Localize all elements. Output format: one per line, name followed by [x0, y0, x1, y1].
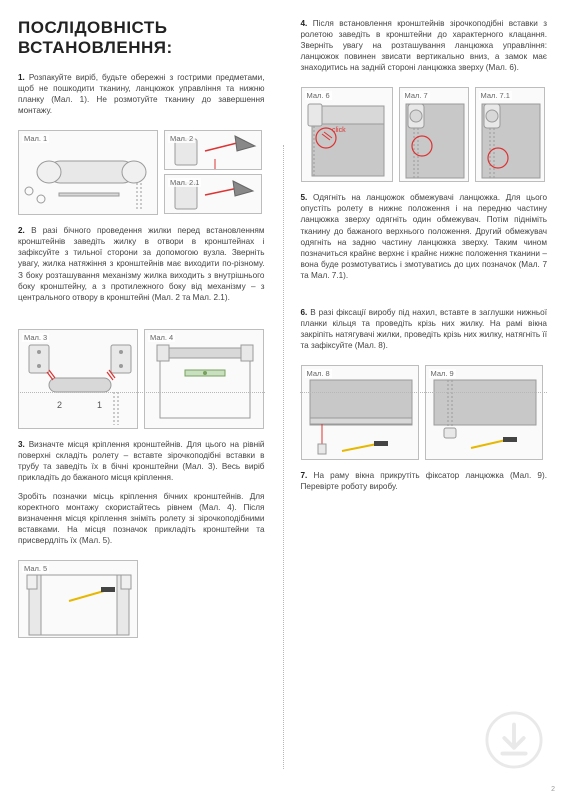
- figure-2: Мал. 2: [164, 130, 262, 170]
- step-3a: 3. Визначте місця кріплення кронштейнів.…: [18, 439, 265, 483]
- fig-label: Мал. 7: [403, 91, 430, 100]
- figure-1: Мал. 1: [18, 130, 158, 215]
- step-1-text: Розпакуйте виріб, будьте обережні з гост…: [18, 73, 265, 115]
- step-7: 7. На раму вікна прикрутіть фіксатор лан…: [301, 470, 548, 492]
- figure-9: Мал. 9: [425, 365, 543, 460]
- step-6-text: В разі фіксації виробу під нахил, вставт…: [301, 308, 548, 350]
- step-3b: Зробіть позначки місць кріплення бічних …: [18, 491, 265, 546]
- fig-label: Мал. 2: [168, 134, 195, 143]
- fig-row-34: Мал. 3 2 1 Мал. 4: [18, 329, 265, 429]
- left-column: ПОСЛІДОВНІСТЬ ВСТАНОВЛЕННЯ: 1. Розпакуйт…: [0, 0, 283, 799]
- fig-row-89: Мал. 8 Мал. 9: [301, 365, 548, 460]
- fig-row-5: Мал. 5: [18, 560, 265, 638]
- svg-text:1: 1: [97, 400, 102, 410]
- horizontal-divider-left: [18, 392, 265, 393]
- step-2: 2. В разі бічного проведення жилки перед…: [18, 225, 265, 302]
- fig-col-2: Мал. 2 Мал. 2.1: [164, 130, 262, 215]
- step-4: 4. Після встановлення кронштейнів зірочк…: [301, 18, 548, 73]
- figure-2-1: Мал. 2.1: [164, 174, 262, 214]
- step-6: 6. В разі фіксації виробу під нахил, вст…: [301, 307, 548, 351]
- horizontal-divider-right: [300, 392, 547, 393]
- fig1-svg: [19, 131, 158, 215]
- fig9-svg: [426, 366, 543, 460]
- right-column: 4. Після встановлення кронштейнів зірочк…: [283, 0, 565, 799]
- fig8-svg: [302, 366, 419, 460]
- figure-8: Мал. 8: [301, 365, 419, 460]
- figure-6: Мал. 6 click: [301, 87, 393, 182]
- step-3a-text: Визначте місця кріплення кронштейнів. Дл…: [18, 440, 265, 482]
- figure-3: Мал. 3 2 1: [18, 329, 138, 429]
- figure-7-1: Мал. 7.1: [475, 87, 545, 182]
- fig6-svg: click: [302, 88, 393, 182]
- svg-text:2: 2: [57, 400, 62, 410]
- fig-label: Мал. 6: [305, 91, 332, 100]
- step-7-text: На раму вікна прикрутіть фіксатор ланцюж…: [301, 471, 547, 491]
- fig71-svg: [476, 88, 545, 182]
- fig-row-67: Мал. 6 click Мал. 7: [301, 87, 548, 182]
- fig-label: Мал. 2.1: [168, 178, 201, 187]
- fig3-svg: 2 1: [19, 330, 138, 429]
- step-1: 1. Розпакуйте виріб, будьте обережні з г…: [18, 72, 265, 116]
- fig-label: Мал. 1: [22, 134, 49, 143]
- figure-5: Мал. 5: [18, 560, 138, 638]
- vertical-divider: [283, 145, 284, 769]
- step-4-text: Після встановлення кронштейнів зірочкопо…: [301, 19, 548, 72]
- fig-label: Мал. 7.1: [479, 91, 512, 100]
- click-label: click: [332, 127, 346, 134]
- fig-label: Мал. 3: [22, 333, 49, 342]
- step-5-text: Одягніть на ланцюжок обмежувачі ланцюжка…: [301, 193, 548, 279]
- fig4-svg: [145, 330, 264, 429]
- fig-label: Мал. 9: [429, 369, 456, 378]
- fig-label: Мал. 5: [22, 564, 49, 573]
- page-number: 2: [551, 786, 555, 793]
- step-2-text: В разі бічного проведення жилки перед вс…: [18, 226, 265, 301]
- step-5: 5. Одягніть на ланцюжок обмежувачі ланцю…: [301, 192, 548, 281]
- fig-row-1: Мал. 1 Мал. 2: [18, 130, 265, 215]
- fig-label: Мал. 4: [148, 333, 175, 342]
- watermark-icon: [485, 711, 543, 769]
- page-title: ПОСЛІДОВНІСТЬ ВСТАНОВЛЕННЯ:: [18, 18, 265, 58]
- step-3b-text: Зробіть позначки місць кріплення бічних …: [18, 492, 265, 545]
- figure-7: Мал. 7: [399, 87, 469, 182]
- figure-4: Мал. 4: [144, 329, 264, 429]
- fig7-svg: [400, 88, 469, 182]
- fig-label: Мал. 8: [305, 369, 332, 378]
